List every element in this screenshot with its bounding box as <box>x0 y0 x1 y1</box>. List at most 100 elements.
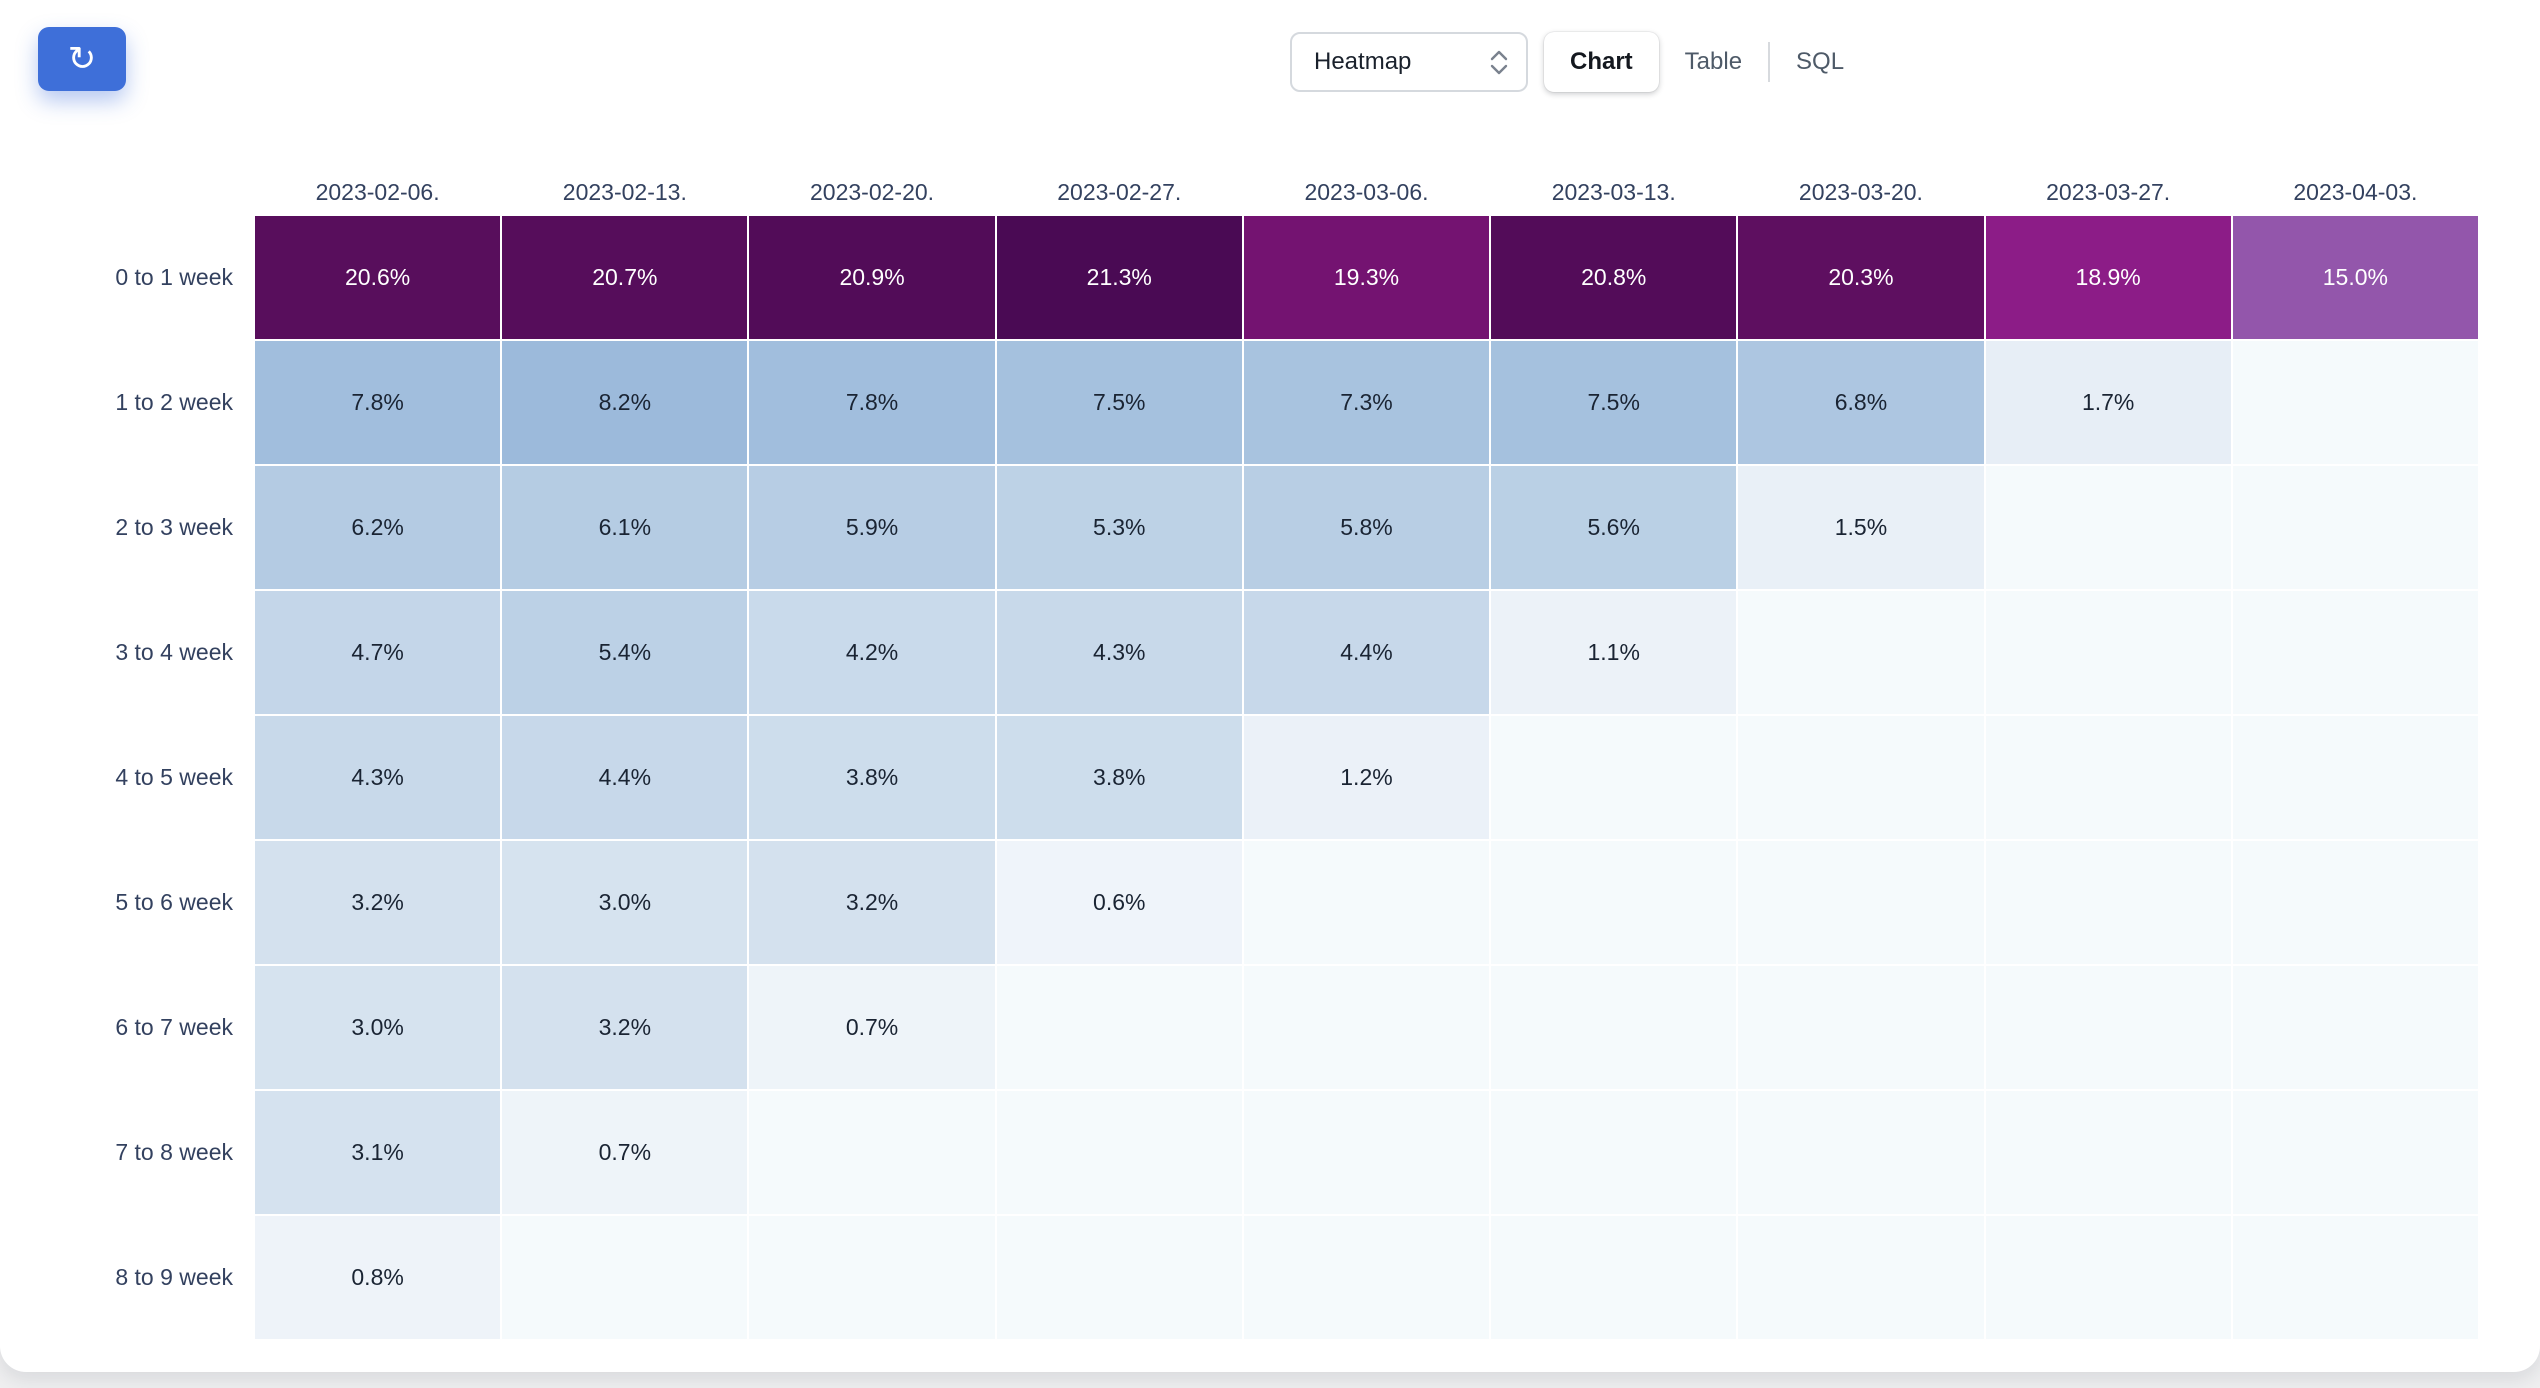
heatmap-row-label: 1 to 2 week <box>0 341 253 464</box>
tab-chart[interactable]: Chart <box>1544 32 1659 92</box>
heatmap-cell[interactable]: 21.3% <box>996 216 1242 339</box>
heatmap-cell[interactable]: 3.8% <box>996 716 1242 839</box>
heatmap-cell[interactable]: 0.7% <box>502 1091 748 1214</box>
heatmap-cell <box>1243 1091 1490 1214</box>
heatmap-cell[interactable]: 7.3% <box>1243 341 1490 464</box>
heatmap-cell <box>2232 716 2478 839</box>
heatmap-cell[interactable]: 6.2% <box>255 466 501 589</box>
heatmap-cell <box>1985 1216 2231 1339</box>
heatmap-cell[interactable]: 6.8% <box>1738 341 1984 464</box>
heatmap-cell <box>2232 841 2478 964</box>
heatmap-cell <box>996 1091 1242 1214</box>
heatmap-cell[interactable]: 5.9% <box>749 466 995 589</box>
heatmap-cell <box>1738 716 1984 839</box>
heatmap-cell <box>1738 841 1984 964</box>
heatmap-cell[interactable]: 4.2% <box>749 591 995 714</box>
heatmap-cell[interactable]: 5.4% <box>502 591 748 714</box>
heatmap-cell[interactable]: 4.4% <box>1243 591 1490 714</box>
heatmap-col-header: 2023-04-03. <box>2232 170 2478 214</box>
heatmap-cell[interactable]: 1.5% <box>1738 466 1984 589</box>
heatmap-cell[interactable]: 4.4% <box>502 716 748 839</box>
heatmap-col-header: 2023-02-13. <box>502 170 748 214</box>
heatmap-cell <box>1243 841 1490 964</box>
heatmap-cell[interactable]: 8.2% <box>502 341 748 464</box>
heatmap-cell[interactable]: 3.2% <box>749 841 995 964</box>
heatmap-cell <box>1243 1216 1490 1339</box>
heatmap-cell[interactable]: 20.9% <box>749 216 995 339</box>
heatmap-cell[interactable]: 4.7% <box>255 591 501 714</box>
heatmap-cell <box>1491 966 1737 1089</box>
heatmap-cell[interactable]: 7.5% <box>1491 341 1737 464</box>
heatmap-cell[interactable]: 5.3% <box>996 466 1242 589</box>
heatmap-cell[interactable]: 3.0% <box>255 966 501 1089</box>
view-tabs: Chart Table SQL <box>1544 32 1850 92</box>
chart-toolbar: Heatmap Chart Table SQL <box>1290 32 1850 92</box>
heatmap-cell <box>1985 966 2231 1089</box>
heatmap-cell <box>1985 1091 2231 1214</box>
heatmap-cell[interactable]: 3.2% <box>255 841 501 964</box>
heatmap-cell <box>1738 966 1984 1089</box>
heatmap-cell[interactable]: 7.8% <box>255 341 501 464</box>
heatmap-corner-spacer <box>0 170 253 214</box>
heatmap-cell[interactable]: 3.0% <box>502 841 748 964</box>
heatmap-row-label: 3 to 4 week <box>0 591 253 714</box>
heatmap-cell[interactable]: 7.8% <box>749 341 995 464</box>
heatmap-cell[interactable]: 0.8% <box>255 1216 501 1339</box>
heatmap-cell[interactable]: 1.2% <box>1243 716 1490 839</box>
heatmap-col-header: 2023-03-20. <box>1738 170 1984 214</box>
heatmap-cell <box>1985 841 2231 964</box>
heatmap-cell <box>1491 1091 1737 1214</box>
heatmap-cell <box>1985 716 2231 839</box>
heatmap-cell[interactable]: 20.3% <box>1738 216 1984 339</box>
tab-sql[interactable]: SQL <box>1790 48 1850 76</box>
heatmap-cell[interactable]: 15.0% <box>2232 216 2478 339</box>
refresh-button[interactable]: ↻ <box>38 27 126 91</box>
heatmap-row-label: 2 to 3 week <box>0 466 253 589</box>
heatmap-cell[interactable]: 20.6% <box>255 216 501 339</box>
heatmap-cell[interactable]: 5.8% <box>1243 466 1490 589</box>
heatmap-row-label: 6 to 7 week <box>0 966 253 1089</box>
heatmap-cell <box>1738 591 1984 714</box>
heatmap-cell[interactable]: 18.9% <box>1985 216 2231 339</box>
heatmap-cell[interactable]: 3.1% <box>255 1091 501 1214</box>
heatmap-cell <box>996 966 1242 1089</box>
heatmap-cell[interactable]: 4.3% <box>996 591 1242 714</box>
heatmap-cell[interactable]: 5.6% <box>1491 466 1737 589</box>
heatmap-row-label: 0 to 1 week <box>0 216 253 339</box>
heatmap-cell[interactable]: 7.5% <box>996 341 1242 464</box>
heatmap-cell <box>2232 466 2478 589</box>
heatmap-cell <box>2232 1216 2478 1339</box>
heatmap-col-header: 2023-03-27. <box>1985 170 2231 214</box>
tab-divider <box>1768 42 1771 82</box>
heatmap-cell[interactable]: 0.7% <box>749 966 995 1089</box>
heatmap-row-label: 7 to 8 week <box>0 1091 253 1214</box>
heatmap-col-header: 2023-03-06. <box>1243 170 1490 214</box>
tab-table[interactable]: Table <box>1679 48 1748 76</box>
heatmap-col-header: 2023-02-06. <box>255 170 501 214</box>
heatmap-cell <box>1985 466 2231 589</box>
refresh-icon: ↻ <box>67 39 97 79</box>
viz-type-select[interactable]: Heatmap <box>1290 32 1528 92</box>
heatmap-cell <box>749 1216 995 1339</box>
heatmap-cell <box>996 1216 1242 1339</box>
heatmap-cell[interactable]: 3.8% <box>749 716 995 839</box>
heatmap-cell[interactable]: 1.1% <box>1491 591 1737 714</box>
heatmap-cell[interactable]: 1.7% <box>1985 341 2231 464</box>
heatmap-cell[interactable]: 20.7% <box>502 216 748 339</box>
heatmap-cell <box>2232 341 2478 464</box>
heatmap-cell[interactable]: 19.3% <box>1243 216 1490 339</box>
heatmap-col-header: 2023-03-13. <box>1491 170 1737 214</box>
heatmap-row-label: 5 to 6 week <box>0 841 253 964</box>
heatmap-cell[interactable]: 3.2% <box>502 966 748 1089</box>
heatmap-cell[interactable]: 20.8% <box>1491 216 1737 339</box>
heatmap-cell[interactable]: 4.3% <box>255 716 501 839</box>
heatmap-cell <box>1491 716 1737 839</box>
heatmap-chart: 2023-02-06. 2023-02-13. 2023-02-20. 2023-02… <box>0 170 2478 1339</box>
heatmap-cell <box>2232 1091 2478 1214</box>
heatmap-cell[interactable]: 0.6% <box>996 841 1242 964</box>
heatmap-cell <box>1491 1216 1737 1339</box>
heatmap-cell <box>1738 1091 1984 1214</box>
heatmap-row-label: 8 to 9 week <box>0 1216 253 1339</box>
heatmap-cell[interactable]: 6.1% <box>502 466 748 589</box>
